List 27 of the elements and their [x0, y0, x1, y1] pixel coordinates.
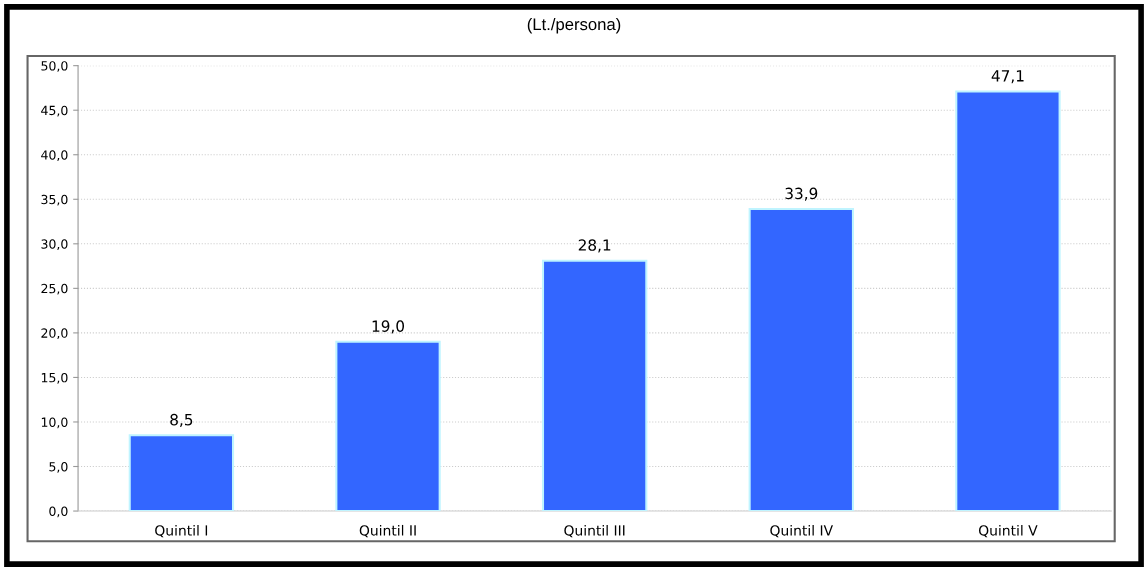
- chart-title: (Lt./persona): [527, 17, 621, 34]
- bar: [748, 208, 854, 512]
- bar: [955, 90, 1061, 512]
- data-label: 47,1: [991, 70, 1024, 84]
- y-tick-label: 20,0: [41, 328, 68, 340]
- bar: [128, 434, 235, 512]
- y-tick-label: 5,0: [49, 461, 68, 473]
- y-tick-label: 40,0: [41, 150, 68, 161]
- y-tick-label: 30,0: [41, 239, 68, 251]
- data-label: 19,0: [372, 320, 405, 334]
- y-tick-label: 0,0: [49, 506, 68, 518]
- y-tick-label: 10,0: [41, 417, 68, 429]
- y-tick-label: 35,0: [41, 194, 68, 206]
- y-tick-label: 15,0: [41, 372, 68, 384]
- bar: [541, 259, 648, 512]
- x-tick-label: Quintil V: [978, 524, 1038, 538]
- y-tick-label: 45,0: [41, 105, 68, 117]
- x-tick-label: Quintil IV: [770, 524, 833, 538]
- y-tick-label: 50,0: [41, 61, 68, 72]
- y-tick-label: 25,0: [41, 283, 68, 295]
- x-tick-label: Quintil III: [564, 524, 625, 538]
- data-label: 8,5: [170, 413, 193, 427]
- x-tick-label: Quintil I: [155, 524, 208, 538]
- x-tick-label: Quintil II: [359, 524, 416, 538]
- data-label: 33,9: [785, 187, 818, 201]
- bar: [335, 340, 441, 512]
- data-label: 28,1: [578, 239, 611, 253]
